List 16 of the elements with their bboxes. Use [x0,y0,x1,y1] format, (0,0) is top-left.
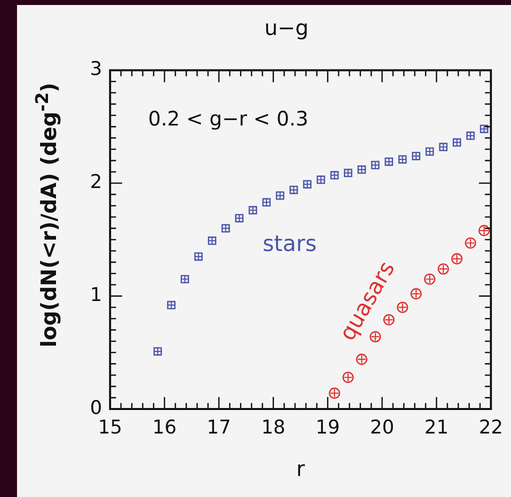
x-tick-label: 19 [316,416,340,438]
x-tick-label: 17 [206,416,231,438]
x-tick-label: 16 [152,416,177,438]
y-tick-label: 1 [90,284,102,306]
x-tick-label: 18 [261,416,286,438]
y-tick-label: 3 [90,58,102,80]
x-tick-label: 15 [98,416,122,438]
x-axis-title: r [296,456,306,481]
chart-title: u−g [264,16,309,40]
x-tick-label: 22 [478,416,504,438]
annotation: 0.2 < g−r < 0.3 [148,106,308,130]
x-tick-label: 21 [424,416,449,438]
series-label: stars [262,232,317,257]
y-tick-label: 0 [90,396,102,419]
x-tick-label: 20 [370,416,394,438]
y-tick-label: 2 [90,171,102,194]
